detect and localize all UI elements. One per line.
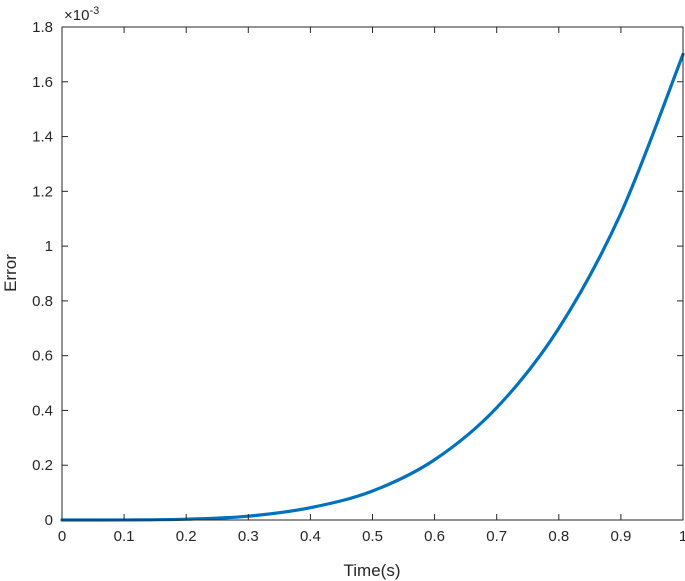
y-tick-label: 1.2 [32, 183, 53, 200]
plot-frame [61, 26, 684, 521]
y-tick-labels: 0 0.2 0.4 0.6 0.8 1 1.2 1.4 1.6 1.8 [32, 19, 53, 529]
y-tick-label: 0.4 [32, 402, 53, 419]
plot-area [62, 27, 683, 520]
x-tick-label: 0.6 [424, 528, 445, 545]
y-exponent-label: ×10-3 [64, 5, 99, 24]
x-tick-label: 0.7 [486, 528, 507, 545]
x-tick-label: 0.9 [610, 528, 631, 545]
y-tick-label: 0 [45, 512, 53, 529]
x-tick-label: 0.3 [238, 528, 259, 545]
x-tick-label: 0.2 [176, 528, 197, 545]
y-tick-label: 0.2 [32, 457, 53, 474]
y-tick-label: 1 [45, 238, 53, 255]
y-tick-label: 0.8 [32, 293, 53, 310]
y-exponent-base: ×10 [64, 7, 89, 24]
x-axis-label: Time(s) [344, 561, 401, 580]
x-tick-label: 0.1 [114, 528, 135, 545]
x-tick-label: 0.5 [362, 528, 383, 545]
x-tick-label: 0.4 [300, 528, 321, 545]
x-tick-label: 0.8 [548, 528, 569, 545]
y-exponent-power: -3 [89, 5, 99, 17]
y-tick-label: 1.8 [32, 19, 53, 36]
y-tick-label: 1.6 [32, 74, 53, 91]
y-tick-label: 1.4 [32, 129, 53, 146]
x-tick-label: 0 [58, 528, 66, 545]
x-tick-label: 1 [679, 528, 685, 545]
y-tick-label: 0.6 [32, 348, 53, 365]
x-tick-labels: 0 0.1 0.2 0.3 0.4 0.5 0.6 0.7 0.8 0.9 1 [58, 528, 685, 545]
y-axis-label: Error [1, 254, 20, 292]
